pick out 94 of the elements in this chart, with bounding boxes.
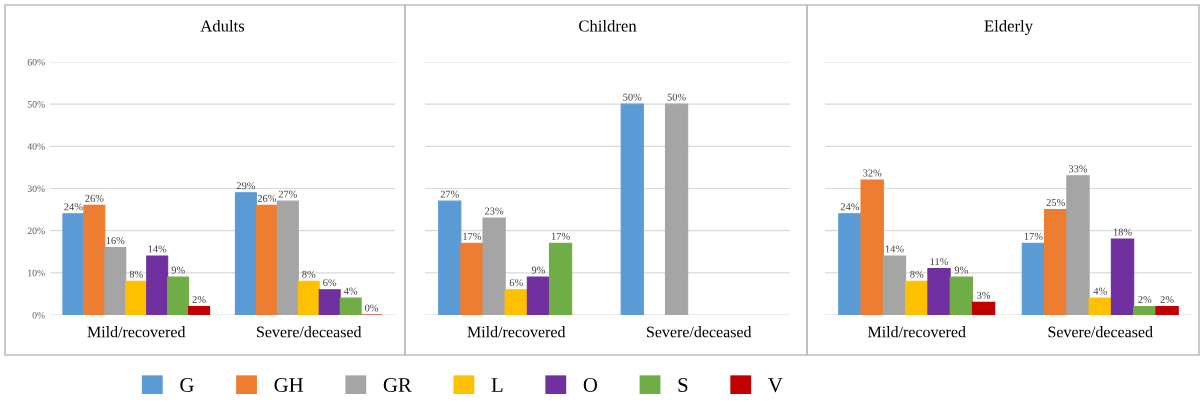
data-label: 25% xyxy=(1046,199,1065,207)
data-label: 16% xyxy=(106,237,125,245)
data-label: 9% xyxy=(954,266,968,274)
x-tick-label: Mild/recovered xyxy=(867,326,966,338)
bar xyxy=(860,179,884,315)
data-label: 8% xyxy=(129,270,143,278)
y-tick-label: 30% xyxy=(27,185,45,192)
data-label: 32% xyxy=(863,169,882,177)
y-tick-label: 40% xyxy=(27,143,45,150)
data-label: 6% xyxy=(323,279,337,287)
bar xyxy=(664,103,689,315)
bar xyxy=(276,200,299,315)
bar xyxy=(1133,306,1157,315)
legend-label: S xyxy=(678,378,688,393)
bar xyxy=(504,289,528,315)
bar xyxy=(927,268,951,315)
bar xyxy=(526,276,551,315)
data-label: 24% xyxy=(64,203,83,211)
data-label: 27% xyxy=(278,190,297,198)
y-tick-label: 10% xyxy=(28,269,45,277)
x-tick-label: Severe/deceased xyxy=(1048,326,1153,338)
y-tick-label: 0% xyxy=(32,311,45,319)
bar xyxy=(438,200,462,315)
x-tick-label: Mild/recovered xyxy=(467,326,566,338)
data-label: 6% xyxy=(509,279,523,287)
bar xyxy=(1088,297,1112,315)
data-label: 17% xyxy=(551,232,570,240)
bar xyxy=(1110,238,1135,315)
data-label: 24% xyxy=(840,203,860,211)
data-label: 27% xyxy=(440,190,459,198)
bar xyxy=(167,276,190,315)
bar xyxy=(83,204,106,315)
bar xyxy=(838,213,862,315)
data-label: 2% xyxy=(1160,296,1174,304)
chart-title: Children xyxy=(579,19,637,32)
bar xyxy=(297,280,320,315)
chart-title: Elderly xyxy=(984,19,1033,36)
bar xyxy=(318,289,341,315)
y-tick-label: 60% xyxy=(27,58,45,66)
data-label: 26% xyxy=(257,194,277,202)
data-label: 50% xyxy=(667,93,686,101)
bar xyxy=(62,213,85,315)
legend-label: O xyxy=(583,378,598,393)
data-label: 8% xyxy=(302,270,316,278)
data-label: 23% xyxy=(485,207,504,215)
data-label: 14% xyxy=(148,245,167,253)
x-tick-label: Severe/deceased xyxy=(257,326,362,338)
data-label: 4% xyxy=(343,287,358,295)
bar xyxy=(905,280,929,315)
data-label: 9% xyxy=(531,266,545,274)
data-label: 4% xyxy=(1093,287,1107,295)
bar xyxy=(482,217,506,315)
x-tick-label: Severe/deceased xyxy=(647,326,752,338)
bar xyxy=(949,276,974,315)
data-label: 14% xyxy=(885,245,904,253)
bar xyxy=(1155,306,1179,315)
bar xyxy=(460,242,484,315)
bar xyxy=(1021,242,1046,315)
x-tick-label: Mild/recovered xyxy=(87,326,186,338)
data-label: 50% xyxy=(623,93,642,101)
bar xyxy=(971,301,996,315)
legend-label: GH xyxy=(274,378,304,393)
bar xyxy=(548,242,573,315)
bar xyxy=(255,204,278,315)
bar xyxy=(146,255,169,315)
data-label: 11% xyxy=(930,258,949,266)
data-label: 26% xyxy=(85,194,104,202)
legend-label: GR xyxy=(383,378,412,393)
data-label: 9% xyxy=(171,266,185,274)
bar xyxy=(620,103,644,315)
bar xyxy=(125,280,148,315)
data-label: 33% xyxy=(1068,165,1088,173)
bar xyxy=(234,192,257,315)
bar xyxy=(339,297,362,315)
legend-label: G xyxy=(180,378,194,393)
bar xyxy=(1043,209,1068,315)
data-label: 17% xyxy=(463,232,482,240)
data-label: 2% xyxy=(1138,296,1152,304)
legend-label: L xyxy=(491,378,503,392)
legend-label: V xyxy=(768,378,783,393)
data-label: 8% xyxy=(910,270,924,278)
data-label: 0% xyxy=(365,304,379,312)
bar xyxy=(188,306,211,315)
chart-title: Adults xyxy=(200,19,245,32)
y-tick-label: 20% xyxy=(27,227,45,235)
data-label: 2% xyxy=(192,296,206,304)
bar xyxy=(104,246,127,315)
data-label: 3% xyxy=(977,291,991,299)
bar xyxy=(882,255,907,315)
bar xyxy=(1066,175,1090,315)
data-label: 17% xyxy=(1024,232,1043,240)
y-tick-label: 50% xyxy=(27,101,45,108)
data-label: 18% xyxy=(1113,228,1132,236)
data-label: 29% xyxy=(236,182,256,190)
